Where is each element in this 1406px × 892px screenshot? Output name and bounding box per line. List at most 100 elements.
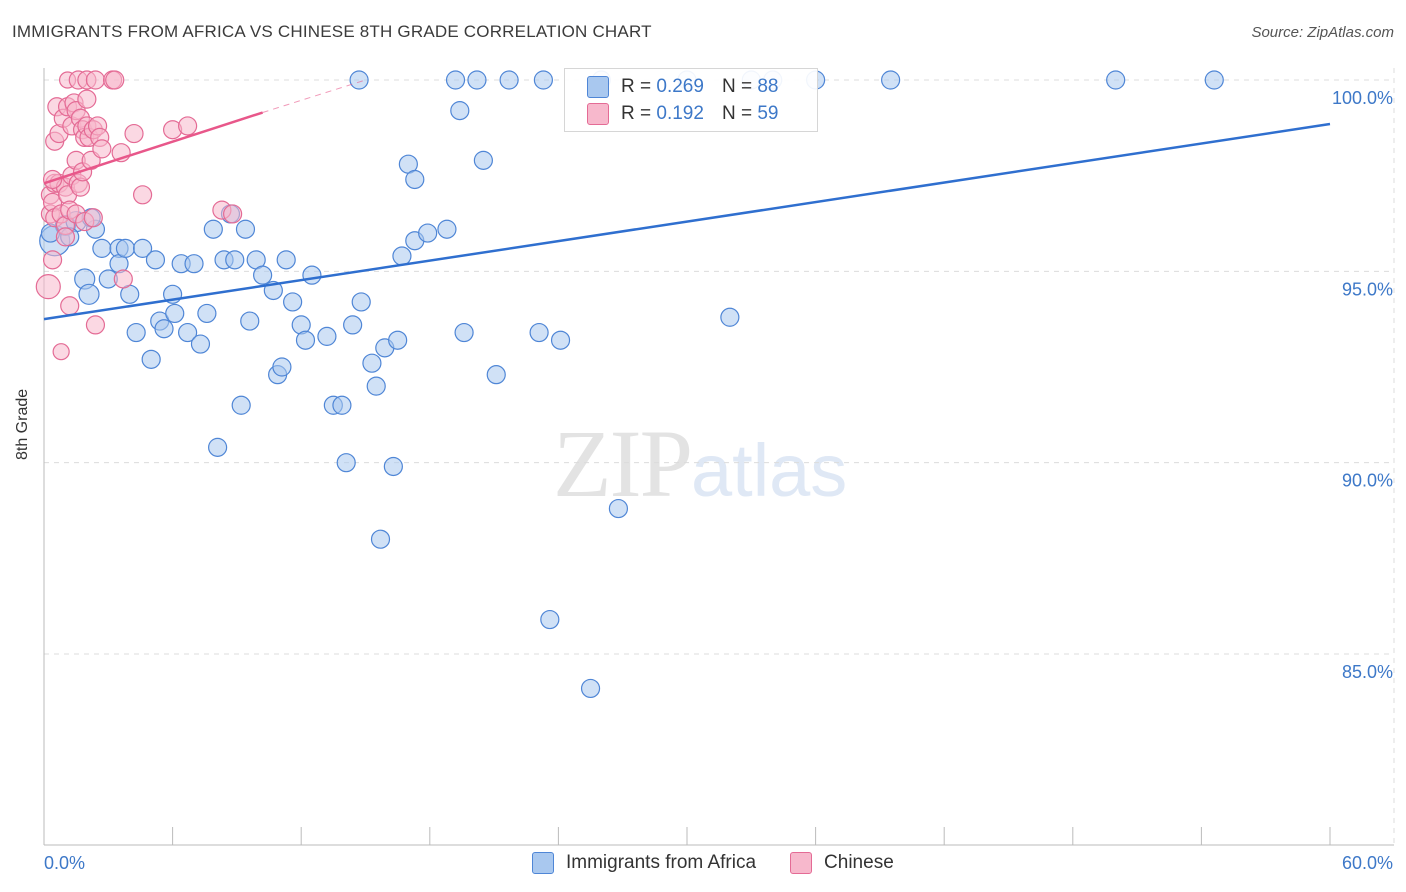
africa-point [343,315,363,335]
series-chinese-points [35,70,243,361]
chinese-point [113,269,133,289]
africa-point [1204,70,1224,90]
africa-point [208,437,228,457]
africa-point [225,250,245,270]
africa-point [190,334,211,354]
africa-point [473,150,493,170]
legend-r-value: 0.269 [656,76,704,97]
africa-point [486,365,506,385]
legend-r-label: R = [621,76,652,97]
chinese-point [77,89,97,109]
watermark: ZIPatlas [553,408,847,519]
africa-point [540,609,560,630]
africa-point [203,219,223,239]
series-legend: Immigrants from Africa Chinese [532,852,928,874]
chinese-point [105,70,125,90]
legend-n-value: 88 [757,76,779,97]
africa-point [533,70,553,90]
legend-row-africa: R = 0.269 N = 88 [587,74,778,100]
africa-point [231,395,251,415]
watermark-zip: ZIP [553,410,693,517]
series-africa-points [39,70,1224,699]
africa-point [529,322,549,343]
legend-swatch-chinese [790,852,813,874]
legend-r-label: R = [621,103,652,124]
africa-point [580,678,601,699]
africa-point [165,303,185,324]
africa-point [383,456,403,477]
africa-point [608,498,629,519]
africa-point [445,70,466,90]
y-axis-label: 8th Grade [14,388,31,460]
africa-point [332,395,352,415]
chinese-point [178,116,198,136]
africa-point [1106,70,1126,90]
africa-point [253,265,273,285]
africa-point [336,453,356,473]
legend-n-value: 59 [757,103,779,124]
africa-point [467,70,487,90]
africa-point [184,254,204,274]
africa-point [454,322,474,343]
africa-point [154,319,174,339]
africa-point [349,70,369,90]
legend-n-label: N = [721,103,753,124]
chart-title: IMMIGRANTS FROM AFRICA VS CHINESE 8TH GR… [12,22,652,41]
africa-point [351,292,371,312]
africa-point [132,238,153,258]
africa-point [366,376,386,396]
chinese-point [52,343,70,361]
africa-point [450,101,470,121]
legend-label-chinese: Chinese [824,852,894,873]
africa-point [240,311,260,331]
legend-item-chinese[interactable]: Chinese [790,852,894,874]
legend-n-label: N = [721,76,753,97]
africa-point [499,70,519,90]
africa-point [197,303,217,324]
africa-point [405,169,425,190]
africa-point [370,529,391,549]
trend-line-chinese [43,111,264,185]
africa-point [881,70,901,90]
chinese-point [35,274,61,300]
africa-point [302,265,322,285]
africa-point [550,330,571,350]
y-tick-label: 100.0% [1332,88,1393,108]
africa-point [126,322,146,343]
chinese-point [92,139,112,159]
legend-swatch-africa [532,852,554,874]
legend-label-africa: Immigrants from Africa [566,852,757,873]
africa-point [145,250,166,270]
chart-source: Source: ZipAtlas.com [1251,24,1394,41]
africa-point [178,322,198,343]
africa-point [272,357,292,377]
africa-point [235,219,256,239]
legend-swatch-chinese [587,103,609,125]
x-tick-label: 60.0% [1342,853,1393,873]
chinese-point [124,123,144,144]
africa-point [388,330,408,350]
africa-point [392,246,412,266]
chinese-point [85,70,106,90]
africa-point [283,292,303,312]
correlation-legend: R = 0.269 N = 88 R = 0.192 N = 59 [564,68,818,132]
chinese-point [85,315,106,335]
trend-line-africa [43,122,1331,321]
africa-point [78,283,100,305]
chinese-point [55,227,76,247]
trend-lines [43,79,1331,321]
africa-point [437,219,457,239]
chinese-point [223,204,243,224]
africa-point [92,238,112,258]
africa-point [418,223,438,243]
africa-point [317,326,337,346]
chinese-point [132,185,153,205]
africa-point [295,330,316,350]
legend-row-chinese: R = 0.192 N = 59 [587,101,778,127]
legend-item-africa[interactable]: Immigrants from Africa [532,852,756,874]
y-tick-label: 85.0% [1342,662,1393,682]
africa-point [276,250,296,270]
chinese-point [60,296,80,316]
chinese-point [83,208,103,228]
axes [43,68,1394,846]
